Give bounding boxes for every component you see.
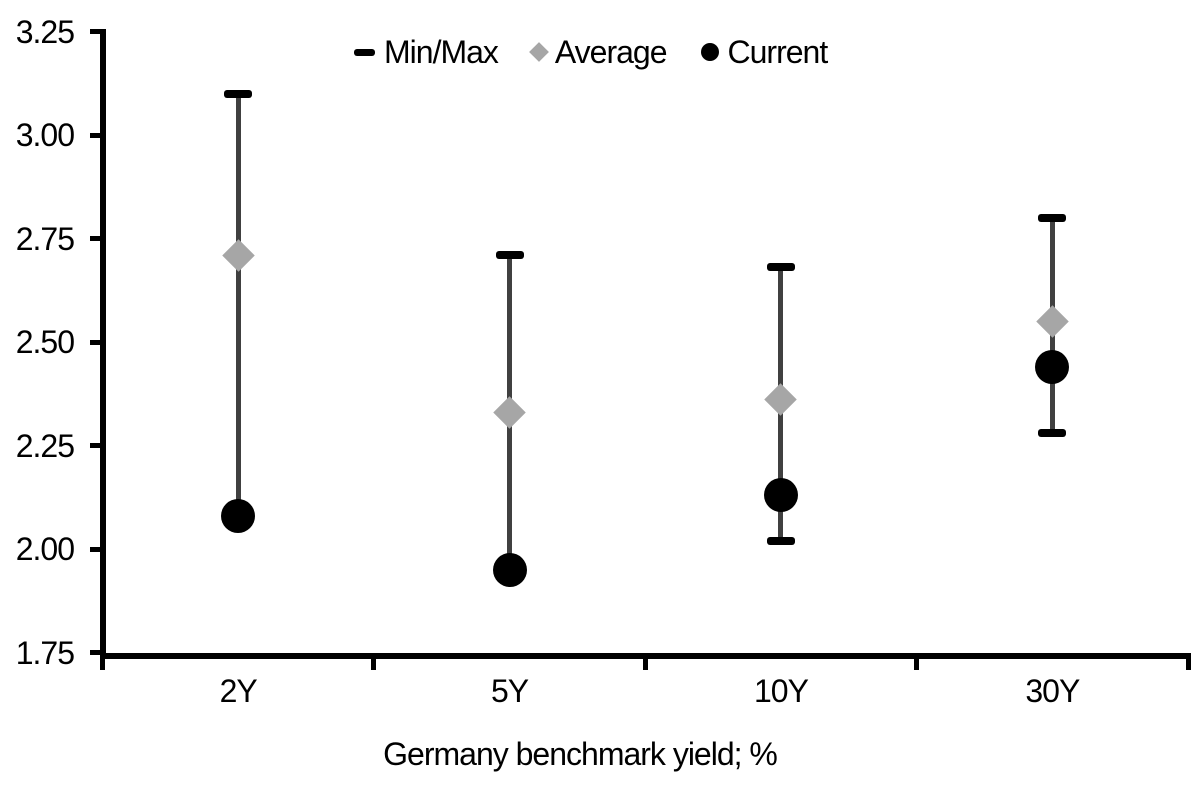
x-tick-mark: [100, 654, 105, 670]
y-tick-label: 3.25: [15, 13, 75, 50]
average-diamond-10Y: [764, 383, 798, 417]
y-tick-mark: [90, 443, 103, 448]
current-dot-30Y: [1035, 349, 1070, 384]
y-tick-label: 3.00: [15, 117, 75, 153]
y-tick-label: 1.75: [15, 634, 75, 671]
x-category-label: 30Y: [1025, 673, 1080, 709]
current-dot-10Y: [763, 478, 798, 513]
y-tick-mark: [90, 650, 103, 655]
circle-icon: [700, 43, 719, 61]
average-diamond-2Y: [221, 238, 255, 272]
min-cap-10Y: [766, 536, 795, 545]
y-tick-label: 2.00: [15, 531, 75, 567]
average-diamond-5Y: [493, 396, 526, 429]
y-tick-label: 2.75: [15, 220, 75, 257]
average-diamond-30Y: [1036, 305, 1069, 338]
max-cap-5Y: [495, 251, 524, 260]
chart-legend: Min/Max Average Current: [354, 34, 829, 70]
y-tick-mark: [90, 339, 103, 345]
x-axis-title: Germany benchmark yield; %: [383, 736, 778, 772]
y-axis-line: [100, 29, 106, 659]
current-dot-5Y: [492, 552, 527, 587]
y-tick-mark: [90, 132, 103, 138]
y-tick-mark: [90, 236, 103, 241]
y-tick-label: 2.50: [15, 324, 75, 360]
legend-item-current: Current: [700, 34, 829, 70]
x-category-label: 5Y: [490, 673, 529, 709]
legend-item-average: Average: [529, 34, 668, 70]
max-cap-30Y: [1038, 213, 1067, 222]
diamond-icon: [529, 42, 549, 62]
legend-label-current: Current: [727, 34, 829, 70]
y-tick-mark: [90, 546, 103, 552]
x-tick-mark: [642, 654, 648, 670]
x-tick-mark: [1185, 654, 1191, 670]
x-tick-mark: [371, 654, 377, 670]
x-category-label: 2Y: [219, 673, 258, 709]
legend-label-minmax: Min/Max: [384, 34, 499, 70]
range-line-2Y: [235, 93, 241, 516]
x-tick-mark: [914, 654, 920, 670]
min-cap-30Y: [1038, 429, 1067, 438]
max-cap-2Y: [224, 89, 253, 98]
legend-label-average: Average: [554, 34, 668, 70]
max-cap-10Y: [766, 263, 795, 272]
x-category-label: 10Y: [753, 673, 809, 709]
current-dot-2Y: [221, 498, 256, 533]
dash-icon: [354, 48, 375, 56]
y-tick-label: 2.25: [15, 427, 75, 464]
y-tick-mark: [90, 29, 103, 34]
legend-item-minmax: Min/Max: [354, 34, 499, 70]
